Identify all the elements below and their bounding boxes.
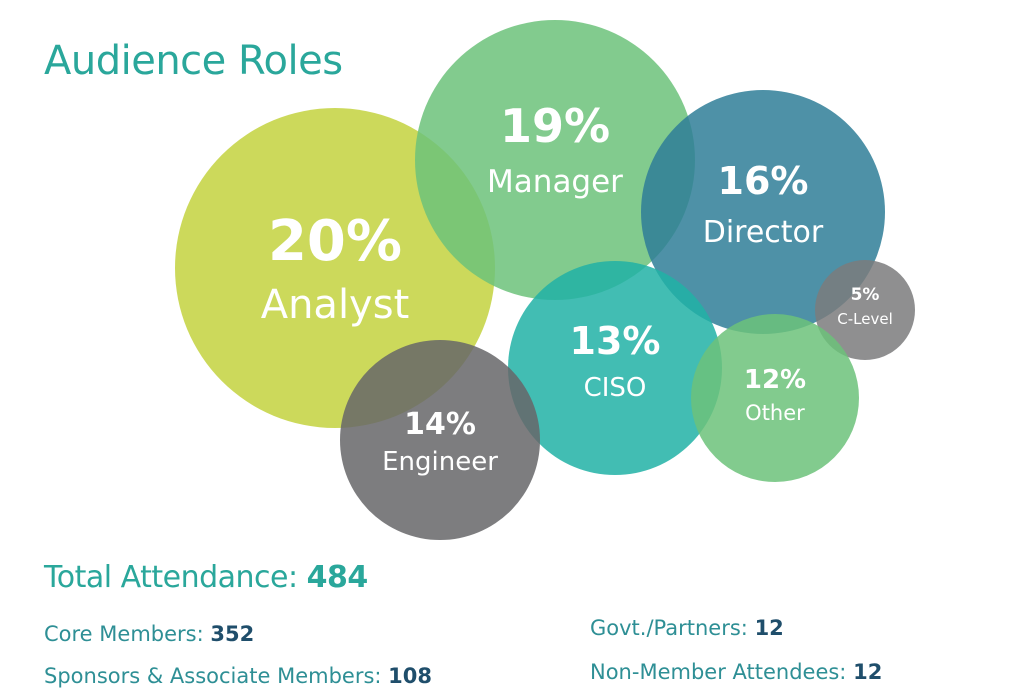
bubble-director [641, 90, 885, 334]
bubble-value-director: 16% [718, 159, 809, 203]
stat-label: Non-Member Attendees: [590, 660, 847, 684]
stat-sponsors: Sponsors & Associate Members: 108 [44, 664, 432, 688]
bubble-value-other: 12% [744, 365, 806, 395]
stat-label: Govt./Partners: [590, 616, 748, 640]
chart-title: Audience Roles [44, 38, 343, 84]
bubble-value-ciso: 13% [570, 319, 661, 363]
stat-core-members: Core Members: 352 [44, 622, 254, 646]
bubble-c-level [815, 260, 915, 360]
bubble-other [691, 314, 859, 482]
bubble-manager [415, 20, 695, 300]
bubble-label-engineer: Engineer [382, 447, 498, 477]
bubble-value-c-level: 5% [851, 285, 880, 305]
stat-label: Core Members: [44, 622, 204, 646]
bubble-value-engineer: 14% [404, 407, 476, 442]
bubble-value-analyst: 20% [268, 209, 402, 274]
bubble-value-manager: 19% [500, 99, 610, 153]
bubble-chart: 20% Analyst 19% Manager 16% Director 5% C-Level… [175, 20, 915, 540]
bubble-ciso [508, 261, 722, 475]
bubble-label-other: Other [745, 401, 805, 425]
bubble-label-director: Director [703, 215, 824, 250]
stat-value: 352 [210, 622, 255, 646]
stat-govt-partners: Govt./Partners: 12 [590, 616, 784, 640]
total-attendance-label: Total Attendance: [44, 560, 298, 595]
bubble-label-manager: Manager [487, 164, 623, 200]
bubble-label-ciso: CISO [584, 373, 647, 403]
stat-non-member: Non-Member Attendees: 12 [590, 660, 882, 684]
stat-value: 12 [853, 660, 883, 684]
stat-value: 108 [388, 664, 433, 688]
total-attendance: Total Attendance: 484 [44, 560, 368, 595]
stat-value: 12 [754, 616, 784, 640]
total-attendance-value: 484 [306, 560, 369, 595]
stat-label: Sponsors & Associate Members: [44, 664, 382, 688]
bubble-engineer [340, 340, 540, 540]
bubble-label-c-level: C-Level [837, 310, 892, 328]
bubble-label-analyst: Analyst [261, 282, 410, 328]
